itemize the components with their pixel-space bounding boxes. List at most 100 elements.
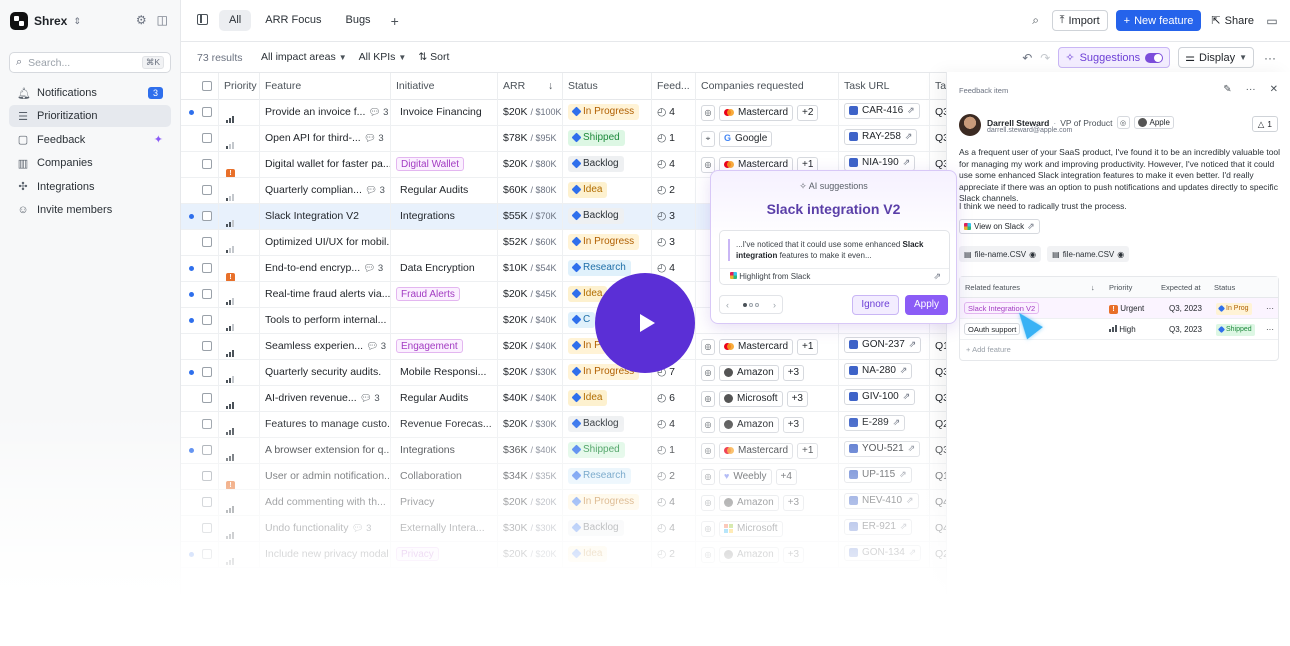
task-link[interactable]: NA-280 ⇗ bbox=[844, 362, 913, 379]
initiative[interactable]: Digital Wallet bbox=[396, 157, 464, 171]
table-row[interactable]: Seamless experien... 💬︎ 3 Engagement $20K /… bbox=[181, 334, 946, 360]
more-companies[interactable]: +4 bbox=[775, 468, 797, 485]
panel-toggle-icon[interactable] bbox=[197, 14, 208, 25]
redo-icon[interactable]: ↷ bbox=[1040, 50, 1051, 65]
related-feature-row[interactable]: OAuth support High Q3, 2023 Shipped ··· bbox=[960, 319, 1278, 340]
task-link[interactable]: CAR-416 ⇗ bbox=[844, 102, 920, 119]
initiative[interactable]: Privacy bbox=[400, 496, 435, 508]
vote-button[interactable]: △ 1 bbox=[1251, 116, 1278, 132]
eye-icon[interactable]: ◉ bbox=[1117, 249, 1125, 259]
status-badge[interactable]: In Progress bbox=[568, 233, 640, 250]
feature-name[interactable]: Tools to perform internal... bbox=[265, 314, 387, 326]
author-name[interactable]: Darrell Steward bbox=[987, 117, 1050, 128]
company-chip[interactable]: Apple bbox=[1133, 116, 1174, 129]
company-chip[interactable]: Amazon bbox=[719, 416, 779, 433]
initiative[interactable]: Integrations bbox=[400, 210, 455, 222]
row-checkbox[interactable] bbox=[202, 445, 212, 455]
chevron-right-icon[interactable]: › bbox=[773, 299, 776, 310]
display-button[interactable]: ⚌ Display ▼ bbox=[1178, 47, 1254, 68]
row-checkbox[interactable] bbox=[202, 159, 212, 169]
col-related-features[interactable]: Related features bbox=[965, 283, 1021, 292]
col-companies[interactable]: Companies requested bbox=[695, 73, 804, 100]
status-badge[interactable]: Shipped bbox=[568, 129, 625, 146]
chevron-left-icon[interactable]: ‹ bbox=[726, 299, 729, 310]
feature-name[interactable]: Provide an invoice f... bbox=[265, 106, 366, 118]
search-input[interactable] bbox=[28, 56, 129, 69]
col-arr[interactable]: ARR ↓ bbox=[497, 73, 562, 100]
company-chip[interactable]: Amazon bbox=[719, 494, 779, 511]
sidebar-toggle-icon[interactable]: ◫ bbox=[156, 13, 168, 27]
table-row[interactable]: Features to manage custo... Revenue Forec… bbox=[181, 412, 946, 438]
sidebar-item-companies[interactable]: ▥ Companies bbox=[9, 152, 171, 174]
col-ta[interactable]: Ta bbox=[929, 73, 946, 100]
feature-name[interactable]: Include new privacy modal bbox=[265, 548, 389, 560]
kpi-filter[interactable]: All KPIs ▼ bbox=[359, 51, 407, 63]
status-badge[interactable]: Shipped bbox=[568, 441, 625, 458]
status-badge[interactable]: In Progress bbox=[568, 493, 640, 510]
more-icon[interactable]: ··· bbox=[1266, 325, 1274, 334]
status-badge[interactable]: Backlog bbox=[568, 519, 624, 536]
more-icon[interactable]: ··· bbox=[1266, 304, 1274, 313]
add-feature-button[interactable]: + Add feature bbox=[960, 340, 1278, 360]
related-feature-row[interactable]: Slack Integration V2 ! Urgent Q3, 2023 I… bbox=[960, 298, 1278, 319]
initiative[interactable]: Regular Audits bbox=[400, 184, 469, 196]
apply-button[interactable]: Apply bbox=[905, 295, 948, 315]
table-row[interactable]: Add commenting with th... Privacy $20K / $… bbox=[181, 490, 946, 516]
undo-icon[interactable]: ↶ bbox=[1022, 50, 1033, 65]
initiative[interactable]: Collaboration bbox=[400, 470, 462, 482]
related-feature-name[interactable]: Slack Integration V2 bbox=[964, 302, 1040, 314]
company-chip[interactable]: ♥ Weebly bbox=[719, 468, 772, 485]
task-link[interactable]: NEV-410 ⇗ bbox=[844, 492, 919, 509]
feature-name[interactable]: Undo functionality bbox=[265, 522, 349, 534]
table-row[interactable]: Quarterly complian... 💬︎ 3 Regular Audits $… bbox=[181, 178, 946, 204]
search-box[interactable]: ⌕ ⌘K bbox=[9, 52, 171, 73]
table-row[interactable]: Undo functionality 💬︎ 3 Externally Intera.… bbox=[181, 516, 946, 542]
more-companies[interactable]: +3 bbox=[782, 546, 805, 563]
add-tab-icon[interactable]: + bbox=[390, 12, 399, 29]
row-checkbox[interactable] bbox=[202, 185, 212, 195]
company-chip[interactable]: Amazon bbox=[719, 546, 779, 563]
select-all-checkbox[interactable] bbox=[202, 81, 212, 91]
status-badge[interactable]: Research bbox=[568, 259, 631, 276]
status-badge[interactable]: In P bbox=[568, 337, 606, 354]
company-chip[interactable]: Microsoft bbox=[719, 520, 783, 537]
sidebar-item-notifications[interactable]: 🔔︎ Notifications 3 bbox=[9, 82, 171, 104]
col-task-url[interactable]: Task URL bbox=[838, 73, 890, 100]
col-status[interactable]: Status bbox=[1214, 283, 1236, 292]
status-badge[interactable]: Idea bbox=[568, 181, 608, 198]
sidebar-item-invite-members[interactable]: ☺ Invite members bbox=[9, 199, 171, 221]
feature-name[interactable]: Features to manage custo... bbox=[265, 418, 390, 430]
initiative[interactable]: Integrations bbox=[400, 444, 455, 456]
table-row[interactable]: Optimized UI/UX for mobil... $52K / $60K I… bbox=[181, 230, 946, 256]
table-row[interactable]: ! End-to-end encryp... 💬︎ 3 Data Encryption… bbox=[181, 256, 946, 282]
more-companies[interactable]: +1 bbox=[797, 338, 819, 355]
initiative[interactable]: Data Encryption bbox=[400, 262, 475, 274]
task-link[interactable]: E-289 ⇗ bbox=[844, 414, 906, 431]
external-link-icon[interactable]: ⇗ bbox=[933, 271, 941, 281]
feature-name[interactable]: Optimized UI/UX for mobil... bbox=[265, 236, 390, 248]
toggle-switch[interactable] bbox=[1145, 52, 1164, 63]
company-chip[interactable]: Microsoft bbox=[719, 390, 783, 407]
initiative[interactable]: Engagement bbox=[396, 339, 463, 353]
col-feedback[interactable]: Feed... bbox=[651, 73, 690, 100]
sidebar-item-feedback[interactable]: ▢ Feedback ✦ bbox=[9, 129, 171, 151]
col-priority[interactable]: Priority bbox=[1109, 283, 1133, 292]
feature-name[interactable]: Slack Integration V2 bbox=[265, 210, 359, 222]
initiative[interactable]: Regular Audits bbox=[400, 392, 469, 404]
row-checkbox[interactable] bbox=[202, 549, 212, 559]
sidebar-item-prioritization[interactable]: ☰ Prioritization bbox=[9, 105, 171, 128]
table-row[interactable]: ! Digital wallet for faster pa... Digital … bbox=[181, 152, 946, 178]
share-button[interactable]: ⇱ Share bbox=[1209, 10, 1256, 31]
task-link[interactable]: ER-921 ⇗ bbox=[844, 518, 913, 535]
attachment-file[interactable]: ▤ file-name.CSV ◉ bbox=[959, 246, 1042, 262]
feature-name[interactable]: Digital wallet for faster pa... bbox=[265, 158, 390, 170]
tab-bugs[interactable]: Bugs bbox=[345, 14, 371, 26]
more-companies[interactable]: +2 bbox=[797, 104, 819, 121]
feature-name[interactable]: Seamless experien... bbox=[265, 340, 364, 352]
task-link[interactable]: NIA-190 ⇗ bbox=[844, 154, 916, 171]
initiative[interactable]: Mobile Responsi... bbox=[400, 366, 487, 378]
feature-name[interactable]: Quarterly security audits. bbox=[265, 366, 382, 378]
company-chip[interactable]: Mastercard bbox=[719, 338, 794, 355]
task-link[interactable]: RAY-258 ⇗ bbox=[844, 128, 918, 145]
initiative[interactable]: Revenue Forecas... bbox=[400, 418, 492, 430]
